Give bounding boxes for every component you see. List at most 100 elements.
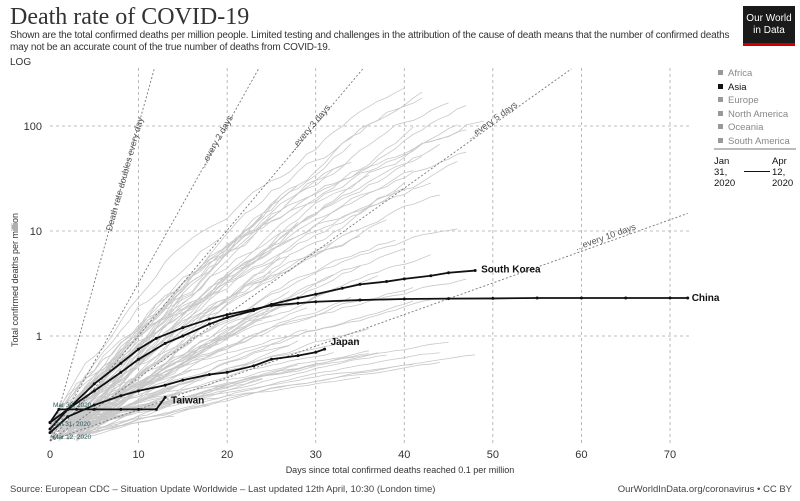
reference-line-label: Death rate doubles every day [104,116,145,232]
x-axis-label: Days since total confirmed deaths reache… [286,465,515,475]
data-point-south-korea [447,271,451,275]
reference-line [49,68,364,442]
legend-swatch [718,110,723,116]
y-tick-label: 10 [30,226,42,238]
data-point-china [686,296,690,300]
legend-label: Africa [728,68,753,79]
y-tick-label: 1 [36,331,42,343]
data-point-south-korea [358,282,362,286]
timeline-divider [714,148,796,150]
data-point-taiwan [154,407,158,411]
data-point-south-korea [296,296,300,300]
x-tick-label: 10 [132,449,144,461]
data-point-china [92,382,96,386]
data-point-japan [207,372,211,376]
country-line-other [49,105,467,426]
data-point-taiwan [75,407,79,411]
data-point-south-korea [340,286,344,290]
country-line-other [67,91,423,440]
reference-line-label: ...every 10 days [574,221,638,252]
chart-subtitle: Shown are the total confirmed deaths per… [10,30,730,53]
reference-line [49,68,572,442]
reference-line-label: ...every 2 days [198,113,236,169]
log-scale-toggle[interactable]: LOG [10,57,32,68]
data-point-china [48,427,52,431]
series-line-south-korea [49,269,476,424]
legend-item-europe[interactable]: Europe [718,95,790,109]
data-point-china [402,297,406,301]
country-line-other [76,340,299,438]
legend-label: Europe [728,95,759,106]
source-link[interactable]: OurWorldInData.org/coronavirus • CC BY [617,484,792,495]
country-line-other [67,378,263,430]
legend-label: North America [728,108,789,120]
country-line-other [67,143,352,427]
data-point-japan [181,378,185,382]
data-point-south-korea [163,341,167,345]
x-tick-label: 20 [221,449,233,461]
data-point-south-korea [252,308,256,312]
country-line-other [67,364,414,429]
data-point-south-korea [225,316,229,320]
country-line-other [76,364,299,439]
x-tick-label: 40 [398,449,410,461]
country-line-other [67,354,387,439]
data-point-japan [48,431,52,435]
data-point-south-korea [473,269,477,273]
date-annotation: Mar 12, 2020 [53,434,92,441]
data-point-china [358,298,362,302]
country-line-other [49,87,405,425]
timeline-slider[interactable]: Jan 31, 2020 Apr 12, 2020 [714,148,796,196]
data-point-japan [314,350,318,354]
timeline-track[interactable] [744,171,770,172]
data-point-south-korea [92,389,96,393]
country-line-other [58,126,414,431]
data-point-taiwan [137,407,141,411]
data-point-south-korea [181,334,185,338]
country-line-other [49,376,361,435]
legend-label: South America [728,135,790,147]
country-line-other [58,308,175,438]
country-line-other [49,102,449,424]
legend-swatch [718,137,723,143]
series-line-china [49,297,688,430]
data-point-south-korea [402,277,406,281]
data-point-china [225,313,229,317]
country-line-other [67,241,334,432]
country-line-other [76,415,175,437]
data-point-south-korea [269,302,273,306]
legend-item-africa[interactable]: Africa [718,68,790,82]
data-point-japan [252,364,256,368]
country-line-other [49,228,458,424]
date-annotation: Jan 31, 2020 [53,421,91,428]
country-line-other [49,239,219,425]
legend-item-north-america[interactable]: North America [718,109,790,123]
country-line-other [76,322,219,441]
data-point-taiwan [48,421,52,425]
data-point-china [624,296,628,300]
legend-swatch [718,124,723,129]
data-point-taiwan [57,407,61,411]
country-line-other [58,195,281,426]
data-point-china [447,297,451,301]
data-point-china [207,317,211,321]
legend-label: Oceania [728,122,764,133]
legend-item-oceania[interactable]: Oceania [718,122,790,136]
series-line-japan [49,348,325,434]
source-note: Source: European CDC – Situation Update … [10,484,436,495]
country-line-other [49,307,307,441]
timeline-end: Apr 12, 2020 [772,156,794,189]
legend-swatch [718,70,723,75]
reference-line [49,212,688,442]
country-line-other [49,161,458,427]
data-point-japan [163,383,167,387]
legend-item-south-america[interactable]: South America [718,136,790,150]
x-tick-label: 70 [664,449,676,461]
data-point-china [535,296,539,300]
data-point-taiwan [119,407,123,411]
data-point-south-korea [429,274,433,278]
legend-item-asia[interactable]: Asia [718,82,790,96]
country-line-other [49,182,431,430]
owid-logo[interactable]: Our World in Data [743,6,795,46]
data-point-japan [137,389,141,393]
